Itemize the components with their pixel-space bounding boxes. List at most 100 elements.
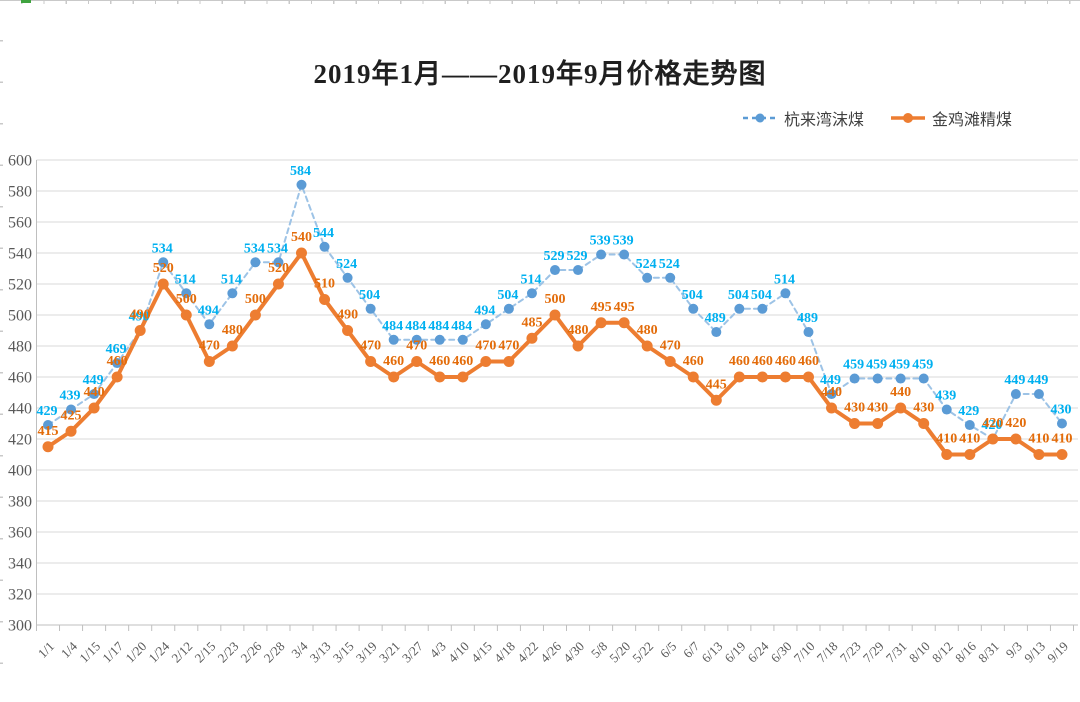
data-point[interactable] — [111, 371, 123, 383]
data-point[interactable] — [89, 389, 100, 400]
data-point[interactable] — [849, 373, 860, 384]
data-point[interactable] — [43, 420, 53, 431]
data-point[interactable] — [895, 373, 906, 384]
data-point[interactable] — [296, 179, 307, 190]
svg-text:2/28: 2/28 — [261, 639, 288, 666]
data-point[interactable] — [388, 334, 399, 345]
data-point[interactable] — [618, 317, 630, 329]
data-point[interactable] — [65, 425, 77, 437]
data-point[interactable] — [180, 309, 192, 321]
data-point[interactable] — [987, 433, 999, 445]
data-point[interactable] — [941, 404, 952, 415]
data-point[interactable] — [918, 418, 930, 429]
data-point[interactable] — [411, 356, 423, 367]
data-point[interactable] — [872, 418, 884, 429]
data-point[interactable] — [549, 309, 561, 321]
data-point[interactable] — [895, 402, 907, 414]
data-point[interactable] — [319, 294, 331, 305]
data-point[interactable] — [664, 356, 676, 367]
data-point[interactable] — [319, 241, 330, 252]
data-point[interactable] — [434, 334, 445, 345]
data-point[interactable] — [688, 303, 699, 314]
data-point[interactable] — [1056, 449, 1068, 460]
data-point[interactable] — [434, 371, 446, 383]
data-point[interactable] — [272, 278, 284, 290]
axis-lines — [35, 160, 1078, 631]
data-point[interactable] — [964, 420, 975, 431]
data-point[interactable] — [642, 272, 653, 283]
data-point[interactable] — [112, 358, 123, 369]
data-point[interactable] — [342, 272, 353, 283]
series-hanglaiwan[interactable] — [43, 179, 1067, 444]
data-point[interactable] — [964, 449, 976, 460]
data-point[interactable] — [227, 288, 238, 299]
data-point[interactable] — [1033, 389, 1044, 400]
data-point[interactable] — [779, 371, 791, 383]
data-point[interactable] — [480, 356, 492, 367]
svg-text:500: 500 — [245, 292, 266, 307]
svg-text:430: 430 — [867, 401, 888, 416]
data-point[interactable] — [872, 373, 883, 384]
data-point[interactable] — [1010, 389, 1021, 400]
data-point[interactable] — [849, 418, 861, 429]
data-point[interactable] — [826, 389, 837, 400]
data-point[interactable] — [42, 441, 54, 453]
data-point[interactable] — [803, 327, 814, 338]
data-point[interactable] — [711, 327, 722, 338]
data-point[interactable] — [157, 278, 169, 290]
data-point[interactable] — [203, 356, 215, 367]
data-point[interactable] — [687, 371, 699, 383]
data-point[interactable] — [756, 371, 768, 383]
legend-item-hanglaiwan[interactable]: 杭来湾沫煤 — [742, 106, 864, 130]
data-point[interactable] — [503, 303, 514, 314]
data-point[interactable] — [457, 334, 468, 345]
series-jinjitan[interactable] — [42, 247, 1068, 461]
data-point[interactable] — [573, 265, 584, 276]
data-point[interactable] — [226, 340, 238, 352]
data-point[interactable] — [204, 319, 215, 330]
data-point[interactable] — [733, 371, 745, 383]
data-point[interactable] — [710, 394, 722, 406]
data-point[interactable] — [526, 288, 537, 299]
svg-text:360: 360 — [8, 525, 32, 542]
data-point[interactable] — [273, 257, 284, 268]
data-point[interactable] — [918, 373, 929, 384]
data-point[interactable] — [250, 257, 261, 268]
data-point[interactable] — [802, 371, 814, 383]
data-point[interactable] — [388, 371, 400, 383]
data-point[interactable] — [134, 325, 146, 336]
data-point[interactable] — [88, 402, 100, 414]
data-point[interactable] — [1056, 418, 1067, 429]
data-point[interactable] — [181, 288, 192, 299]
data-point[interactable] — [619, 249, 630, 260]
data-point[interactable] — [411, 334, 422, 345]
data-point[interactable] — [780, 288, 791, 299]
data-point[interactable] — [941, 449, 953, 460]
data-point[interactable] — [503, 356, 515, 367]
legend-item-jinjitan[interactable]: 金鸡滩精煤 — [890, 106, 1012, 130]
data-point[interactable] — [457, 371, 469, 383]
data-point[interactable] — [826, 402, 838, 414]
data-point[interactable] — [66, 404, 77, 415]
data-point[interactable] — [595, 317, 607, 329]
data-point[interactable] — [295, 247, 307, 259]
data-point[interactable] — [249, 309, 261, 321]
data-point[interactable] — [480, 319, 491, 330]
data-point[interactable] — [526, 332, 538, 344]
data-point[interactable] — [365, 356, 377, 367]
data-point[interactable] — [365, 303, 376, 314]
data-point[interactable] — [549, 265, 560, 276]
data-point[interactable] — [158, 257, 169, 268]
data-point[interactable] — [641, 340, 653, 352]
series-line[interactable] — [46, 251, 1064, 457]
data-point[interactable] — [1033, 449, 1045, 460]
data-point[interactable] — [665, 272, 676, 283]
data-point[interactable] — [342, 325, 354, 336]
data-point[interactable] — [596, 249, 607, 260]
data-point[interactable] — [572, 340, 584, 352]
data-point[interactable] — [757, 303, 768, 314]
data-point[interactable] — [734, 303, 745, 314]
svg-text:460: 460 — [107, 354, 128, 369]
data-point[interactable] — [1010, 433, 1022, 445]
